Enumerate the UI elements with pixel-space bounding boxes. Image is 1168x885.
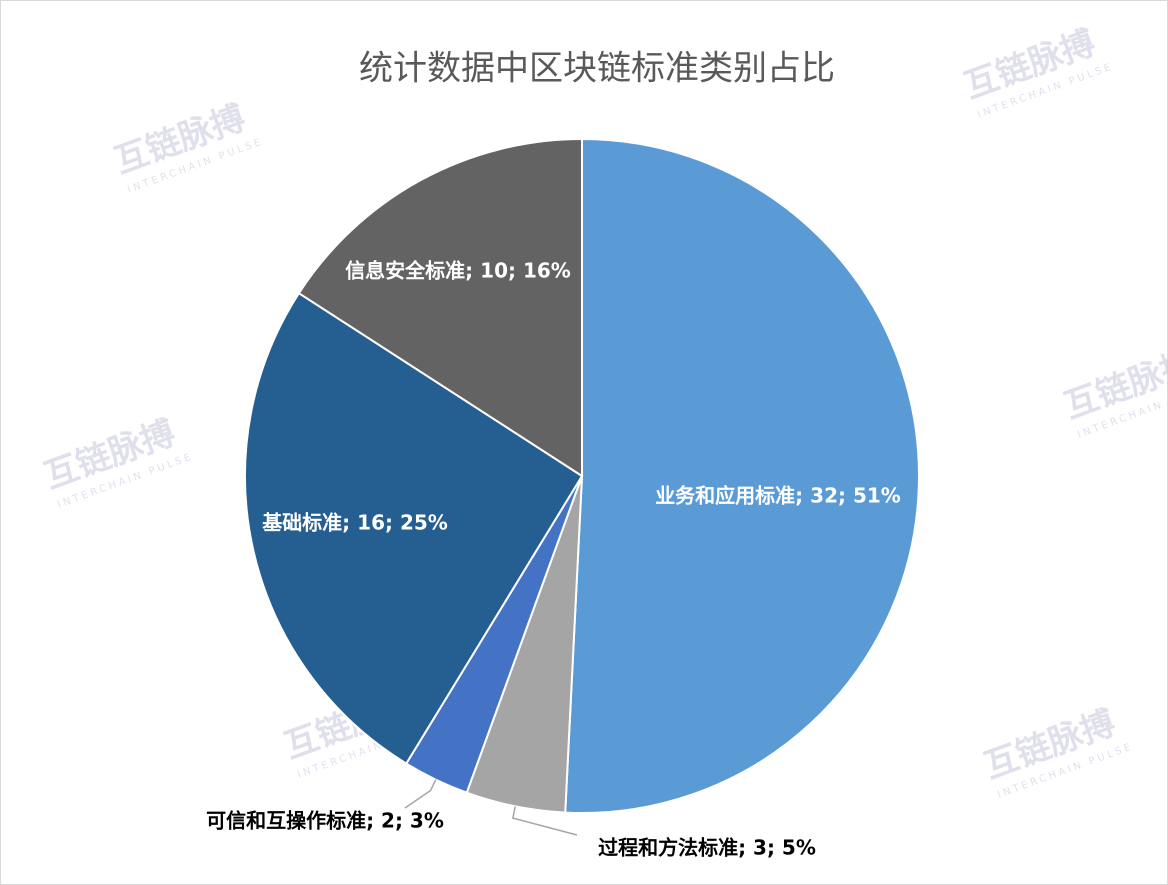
- leader-line: [511, 806, 578, 836]
- data-label: 信息安全标准; 10; 16%: [345, 259, 571, 283]
- data-label: 可信和互操作标准; 2; 3%: [206, 809, 444, 833]
- chart-title: 统计数据中区块链标准类别占比: [359, 49, 835, 89]
- pie-slice: [297, 137, 583, 478]
- data-label: 业务和应用标准; 32; 51%: [655, 484, 901, 508]
- pie-slice: [564, 137, 921, 814]
- data-label: 过程和方法标准; 3; 5%: [598, 836, 816, 860]
- data-label: 基础标准; 16; 25%: [262, 511, 448, 535]
- leader-line: [404, 779, 437, 809]
- pie-slice: [244, 291, 584, 765]
